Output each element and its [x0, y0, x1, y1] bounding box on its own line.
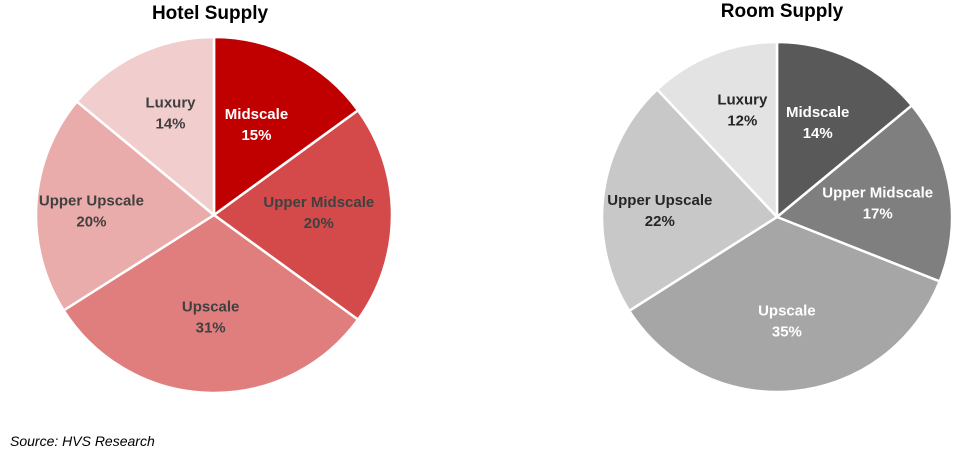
- room-supply-value-upper-midscale: 17%: [863, 206, 893, 223]
- hotel-supply-value-luxury: 14%: [156, 115, 186, 132]
- hotel-supply-slice-luxury: [75, 35, 216, 217]
- room-supply-slice-luxury: [655, 40, 779, 219]
- hotel-supply-slices: [34, 35, 394, 395]
- hotel-supply-slice-upper-midscale: [212, 109, 394, 321]
- room-supply-category-midscale: Midscale: [786, 104, 849, 121]
- room-supply-value-luxury: 12%: [727, 112, 757, 129]
- hotel-supply-category-upper-midscale: Upper Midscale: [263, 194, 374, 211]
- room-supply-label-upper-upscale: Upper Upscale 22%: [607, 192, 712, 230]
- room-supply-label-midscale: Midscale 14%: [786, 104, 849, 142]
- room-supply-title: Room Supply: [721, 1, 844, 22]
- room-supply-label-upper-midscale: Upper Midscale 17%: [822, 185, 933, 223]
- hotel-supply-value-upper-midscale: 20%: [304, 215, 334, 232]
- hotel-supply-title: Hotel Supply: [152, 3, 269, 24]
- source-note: Source: HVS Research: [10, 433, 155, 449]
- room-supply-category-upper-midscale: Upper Midscale: [822, 185, 933, 202]
- hotel-supply-category-upscale: Upscale: [182, 299, 240, 316]
- hotel-supply-category-midscale: Midscale: [225, 106, 288, 123]
- hotel-supply-label-upper-upscale: Upper Upscale 20%: [39, 192, 144, 230]
- hotel-supply-category-luxury: Luxury: [146, 94, 197, 111]
- hotel-supply-category-upper-upscale: Upper Upscale: [39, 192, 144, 209]
- room-supply-label-luxury: Luxury 12%: [717, 91, 768, 129]
- hotel-supply-slice-midscale: [212, 35, 360, 217]
- hotel-supply-value-midscale: 15%: [241, 127, 271, 144]
- hotel-supply-value-upscale: 31%: [196, 320, 226, 337]
- room-supply-slices: [600, 40, 954, 394]
- hotel-supply-label-midscale: Midscale 15%: [225, 106, 288, 144]
- hotel-supply-value-upper-upscale: 20%: [76, 213, 106, 230]
- hotel-supply-slice-upscale: [62, 213, 360, 395]
- room-supply-pie-chart: Room Supply Midscale 14% Upper Midscale 17%…: [600, 1, 954, 394]
- hotel-supply-pie-chart: Hotel Supply Midscale 15% Upper Midscale 20…: [34, 3, 394, 395]
- hotel-supply-labels: Midscale 15%Upper Midscale 20%Upscale 31%Up…: [39, 94, 374, 336]
- room-supply-category-upper-upscale: Upper Upscale: [607, 192, 712, 209]
- hotel-supply-label-upscale: Upscale 31%: [182, 299, 240, 337]
- room-supply-value-upscale: 35%: [772, 324, 802, 341]
- room-supply-slice-upper-midscale: [775, 104, 954, 283]
- room-supply-value-upper-upscale: 22%: [645, 213, 675, 230]
- room-supply-labels: Midscale 14%Upper Midscale 17%Upscale 35%Up…: [607, 91, 933, 340]
- room-supply-value-midscale: 14%: [803, 125, 833, 142]
- hotel-supply-label-upper-midscale: Upper Midscale 20%: [263, 194, 374, 232]
- room-supply-slice-upper-upscale: [600, 88, 779, 313]
- room-supply-slice-upscale: [627, 215, 941, 394]
- room-supply-category-upscale: Upscale: [758, 303, 816, 320]
- room-supply-category-luxury: Luxury: [717, 91, 768, 108]
- room-supply-label-upscale: Upscale 35%: [758, 303, 816, 341]
- room-supply-slice-midscale: [775, 40, 914, 219]
- hotel-supply-label-luxury: Luxury 14%: [146, 94, 197, 132]
- hotel-supply-slice-upper-upscale: [34, 100, 216, 312]
